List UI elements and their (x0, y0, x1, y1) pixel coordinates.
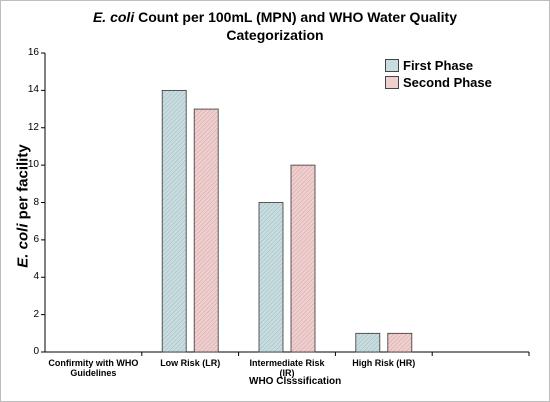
legend-swatch-first-phase (385, 59, 399, 72)
y-tick-label: 12 (27, 121, 39, 133)
x-category-label: Confirmity with WHO Guidelines (48, 358, 139, 378)
bar-first-phase (161, 89, 187, 353)
legend-item-second-phase: Second Phase (385, 74, 492, 91)
legend-label-second-phase: Second Phase (403, 75, 492, 90)
y-tick-label: 16 (27, 47, 39, 58)
legend-label-first-phase: First Phase (403, 58, 474, 73)
x-category-label: High Risk (HR) (352, 358, 416, 368)
bar-second-phase (193, 108, 219, 353)
y-tick-label: 4 (33, 271, 39, 283)
x-category-label: Intermediate Risk (IR) (249, 358, 325, 378)
legend: First Phase Second Phase (385, 57, 492, 91)
bar-second-phase (387, 332, 413, 353)
bar-second-phase (290, 164, 316, 353)
chart-title-line2: Categorization (226, 27, 324, 43)
y-tick-label: 6 (33, 233, 39, 245)
y-tick-label: 8 (33, 196, 39, 208)
chart-title: E. coli Count per 100mL (MPN) and WHO Wa… (92, 9, 458, 25)
x-axis-label: WHO Clsssification (249, 376, 342, 387)
bar-first-phase (258, 202, 284, 353)
y-tick-label: 14 (27, 84, 39, 96)
legend-item-first-phase: First Phase (385, 57, 492, 74)
legend-swatch-second-phase (385, 76, 399, 89)
y-tick-label: 0 (33, 346, 39, 357)
bar-first-phase (355, 332, 381, 353)
y-tick-label: 2 (33, 308, 39, 320)
y-tick-label: 10 (27, 159, 39, 171)
x-category-label: Low Risk (LR) (160, 358, 221, 368)
